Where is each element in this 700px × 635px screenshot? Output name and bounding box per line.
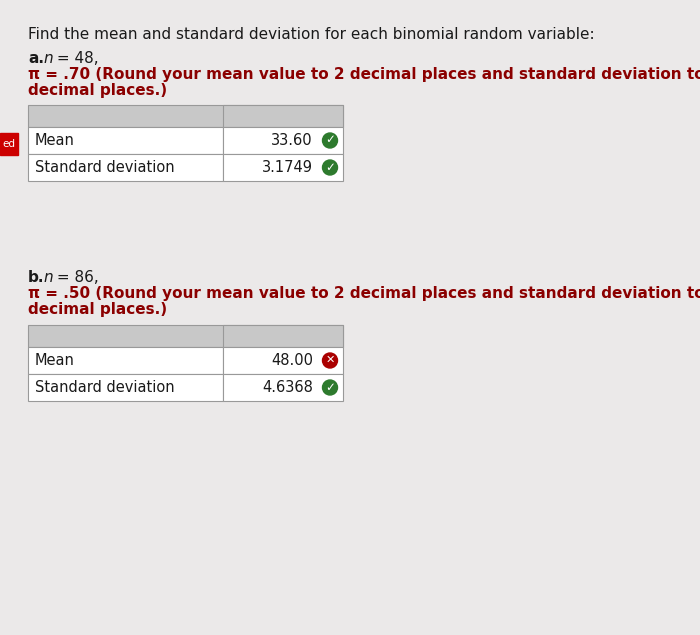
Text: 3.1749: 3.1749: [262, 160, 313, 175]
Text: 48.00: 48.00: [271, 353, 313, 368]
Text: Standard deviation: Standard deviation: [35, 380, 174, 395]
Text: Find the mean and standard deviation for each binomial random variable:: Find the mean and standard deviation for…: [28, 27, 594, 42]
Circle shape: [323, 160, 337, 175]
Text: b.: b.: [28, 270, 45, 285]
Text: Standard deviation: Standard deviation: [35, 160, 174, 175]
Text: 4.6368: 4.6368: [262, 380, 313, 395]
Bar: [28, 127, 223, 154]
Bar: [223, 154, 343, 181]
Text: ✓: ✓: [325, 380, 335, 394]
Circle shape: [323, 133, 337, 148]
Bar: [0, 133, 18, 155]
Bar: [223, 325, 343, 347]
Bar: [28, 325, 343, 347]
Text: Mean: Mean: [35, 133, 75, 148]
Text: n: n: [43, 51, 52, 66]
Text: ✓: ✓: [325, 133, 335, 147]
Text: decimal places.): decimal places.): [28, 83, 167, 98]
Text: ed: ed: [3, 139, 15, 149]
Text: π = .70 (Round your mean value to 2 decimal places and standard deviation to 4: π = .70 (Round your mean value to 2 deci…: [28, 67, 700, 82]
Bar: [28, 347, 223, 374]
Text: Mean: Mean: [35, 353, 75, 368]
Text: a.: a.: [28, 51, 44, 66]
Text: 33.60: 33.60: [272, 133, 313, 148]
Circle shape: [323, 380, 337, 395]
Text: π = .50 (Round your mean value to 2 decimal places and standard deviation to 4: π = .50 (Round your mean value to 2 deci…: [28, 286, 700, 301]
Bar: [223, 127, 343, 154]
Bar: [223, 347, 343, 374]
Bar: [223, 374, 343, 401]
Text: n: n: [43, 270, 52, 285]
Text: = 48,: = 48,: [52, 51, 99, 66]
Text: = 86,: = 86,: [52, 270, 99, 285]
Bar: [28, 105, 343, 127]
Bar: [28, 154, 223, 181]
Bar: [28, 374, 223, 401]
Text: ✓: ✓: [325, 161, 335, 173]
Text: decimal places.): decimal places.): [28, 302, 167, 317]
Bar: [223, 105, 343, 127]
Circle shape: [323, 353, 337, 368]
Text: ✕: ✕: [326, 355, 335, 365]
